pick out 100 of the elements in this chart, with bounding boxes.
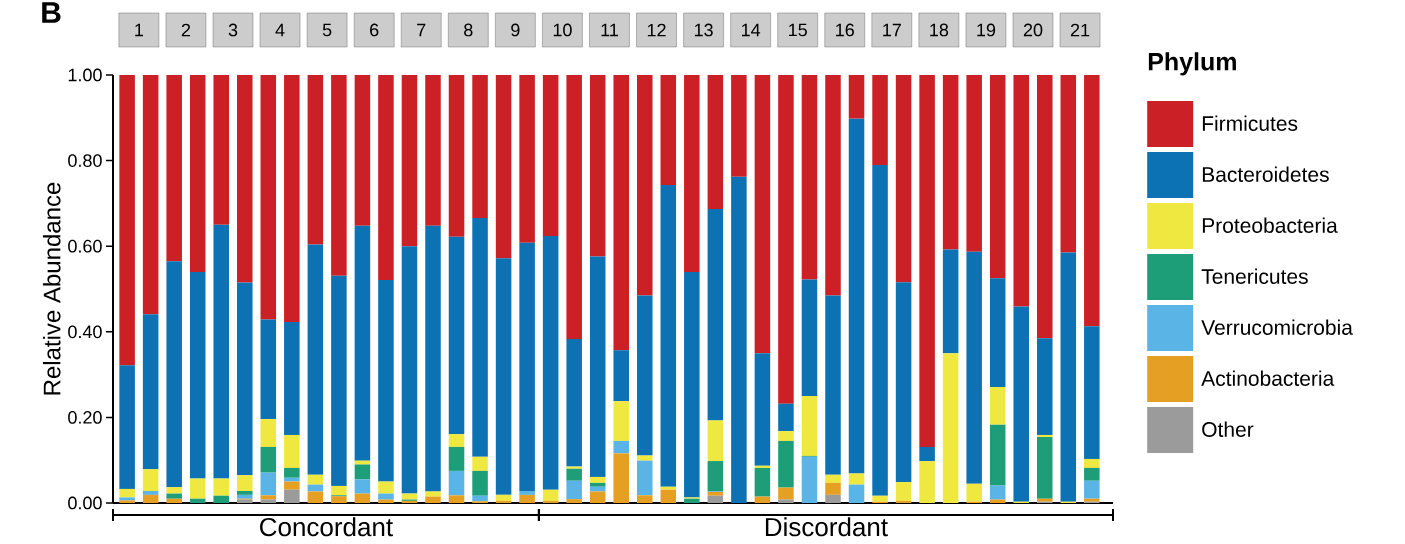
text: 10 <box>553 23 572 37</box>
bar <box>425 225 441 492</box>
bar <box>331 496 347 503</box>
bar <box>613 453 629 503</box>
bar <box>825 494 841 503</box>
bar <box>166 74 182 262</box>
bar <box>637 74 653 296</box>
bar <box>519 491 535 495</box>
y-tick-label: 0.00 <box>68 496 102 510</box>
text: 7 <box>417 23 426 37</box>
bar <box>237 475 253 492</box>
bar <box>848 74 865 119</box>
bar <box>448 74 465 237</box>
text: 12 <box>647 23 666 37</box>
bar <box>213 495 229 503</box>
text: 18 <box>930 23 949 37</box>
bar <box>919 446 935 462</box>
bar <box>307 491 324 503</box>
text: 20 <box>1023 23 1043 37</box>
text: B <box>42 2 61 23</box>
bar <box>378 481 394 494</box>
bar <box>848 473 865 485</box>
bar <box>895 500 912 503</box>
bar <box>1084 326 1100 459</box>
bar <box>989 387 1006 425</box>
bar <box>613 74 629 351</box>
bar <box>801 279 818 396</box>
bar <box>495 74 512 259</box>
bar <box>542 500 559 503</box>
bar <box>1013 306 1029 502</box>
bar <box>331 74 347 276</box>
y-tick-label: 0.20 <box>68 411 102 424</box>
legend-label: Other <box>1202 421 1254 437</box>
bar <box>989 485 1006 500</box>
bar <box>660 486 677 490</box>
text: 15 <box>789 23 807 37</box>
bar <box>707 74 724 209</box>
text: 3 <box>228 23 238 37</box>
bar <box>895 482 912 501</box>
bar <box>778 74 794 404</box>
text: 13 <box>694 23 713 37</box>
bar <box>472 470 488 496</box>
bar <box>778 431 794 441</box>
y-tick-label: 0.60 <box>68 239 102 253</box>
bar <box>637 495 653 503</box>
bar <box>684 498 700 503</box>
bar <box>260 495 277 500</box>
text: 8 <box>464 23 473 37</box>
bar <box>778 403 794 432</box>
bar <box>142 469 159 492</box>
bar <box>237 282 253 476</box>
bar <box>566 499 582 503</box>
bar <box>213 74 229 225</box>
bar <box>613 401 629 441</box>
bar <box>589 74 606 257</box>
bar <box>401 493 418 500</box>
bar <box>825 474 841 483</box>
bar <box>566 480 582 500</box>
bar <box>1084 467 1100 481</box>
bar <box>284 434 300 468</box>
bar <box>425 74 441 226</box>
bar <box>942 74 959 250</box>
y-tick-label: 0.40 <box>68 325 102 339</box>
bar <box>260 472 277 496</box>
bar <box>237 74 253 283</box>
bar <box>684 74 700 272</box>
bar <box>260 74 277 320</box>
text: 19 <box>977 23 996 37</box>
bar <box>142 491 159 495</box>
bar <box>966 74 982 252</box>
y-tick-label: 0.80 <box>68 154 102 167</box>
bar <box>660 489 677 503</box>
bar <box>401 246 418 494</box>
bar <box>707 208 724 421</box>
bar <box>589 256 606 477</box>
bar <box>895 74 912 283</box>
bar <box>472 495 488 502</box>
bar <box>284 477 300 482</box>
bar <box>495 494 512 501</box>
bar <box>801 74 818 280</box>
bar <box>919 461 935 503</box>
bar <box>919 74 935 447</box>
bar <box>472 74 488 218</box>
legend-label: Firmicutes <box>1202 115 1298 131</box>
bar <box>872 495 888 502</box>
text: 14 <box>742 23 761 37</box>
bar <box>1037 434 1053 438</box>
text: 4 <box>275 23 285 37</box>
bar <box>801 396 818 456</box>
bar <box>637 460 653 496</box>
bar <box>495 500 512 503</box>
legend-title: Phylum <box>1148 52 1236 76</box>
bar <box>684 271 700 498</box>
bar <box>189 498 206 503</box>
bar <box>637 295 653 456</box>
text: 11 <box>601 23 618 37</box>
bar <box>613 350 629 402</box>
bar <box>942 353 959 503</box>
bar <box>707 461 724 492</box>
bar <box>1037 338 1053 435</box>
